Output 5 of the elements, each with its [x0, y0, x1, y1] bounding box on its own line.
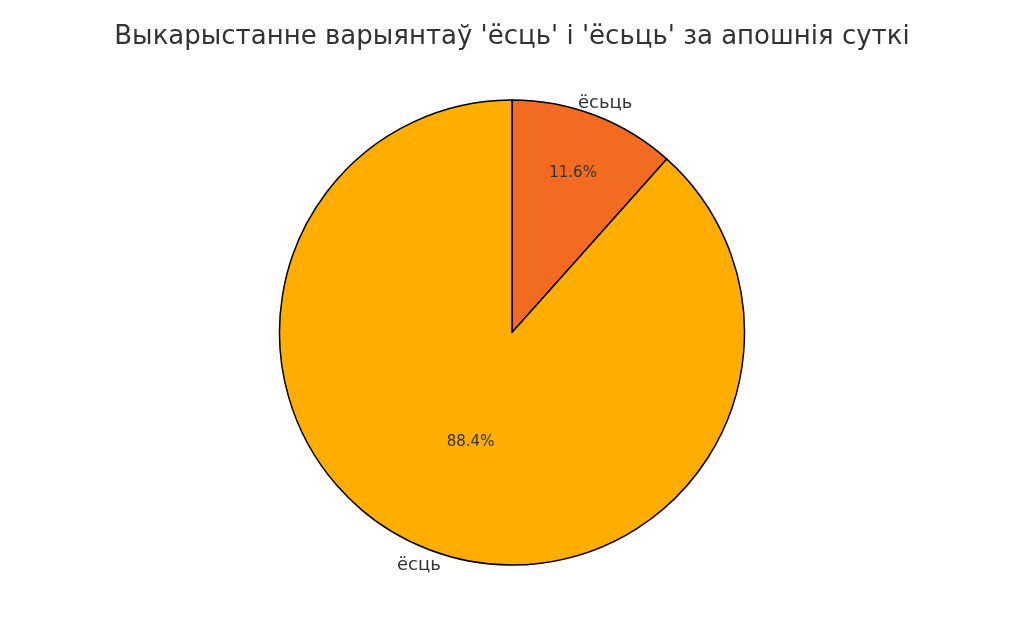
chart-title: Выкарыстанне варыянтаў 'ёсць' і 'ёсьць' за апошнія суткі	[114, 19, 910, 50]
data-label: 11.6%	[549, 163, 597, 182]
data-label: 88.4%	[446, 432, 495, 451]
slice-label: ёсьць	[578, 91, 633, 112]
slice-label: ёсць	[397, 553, 441, 574]
